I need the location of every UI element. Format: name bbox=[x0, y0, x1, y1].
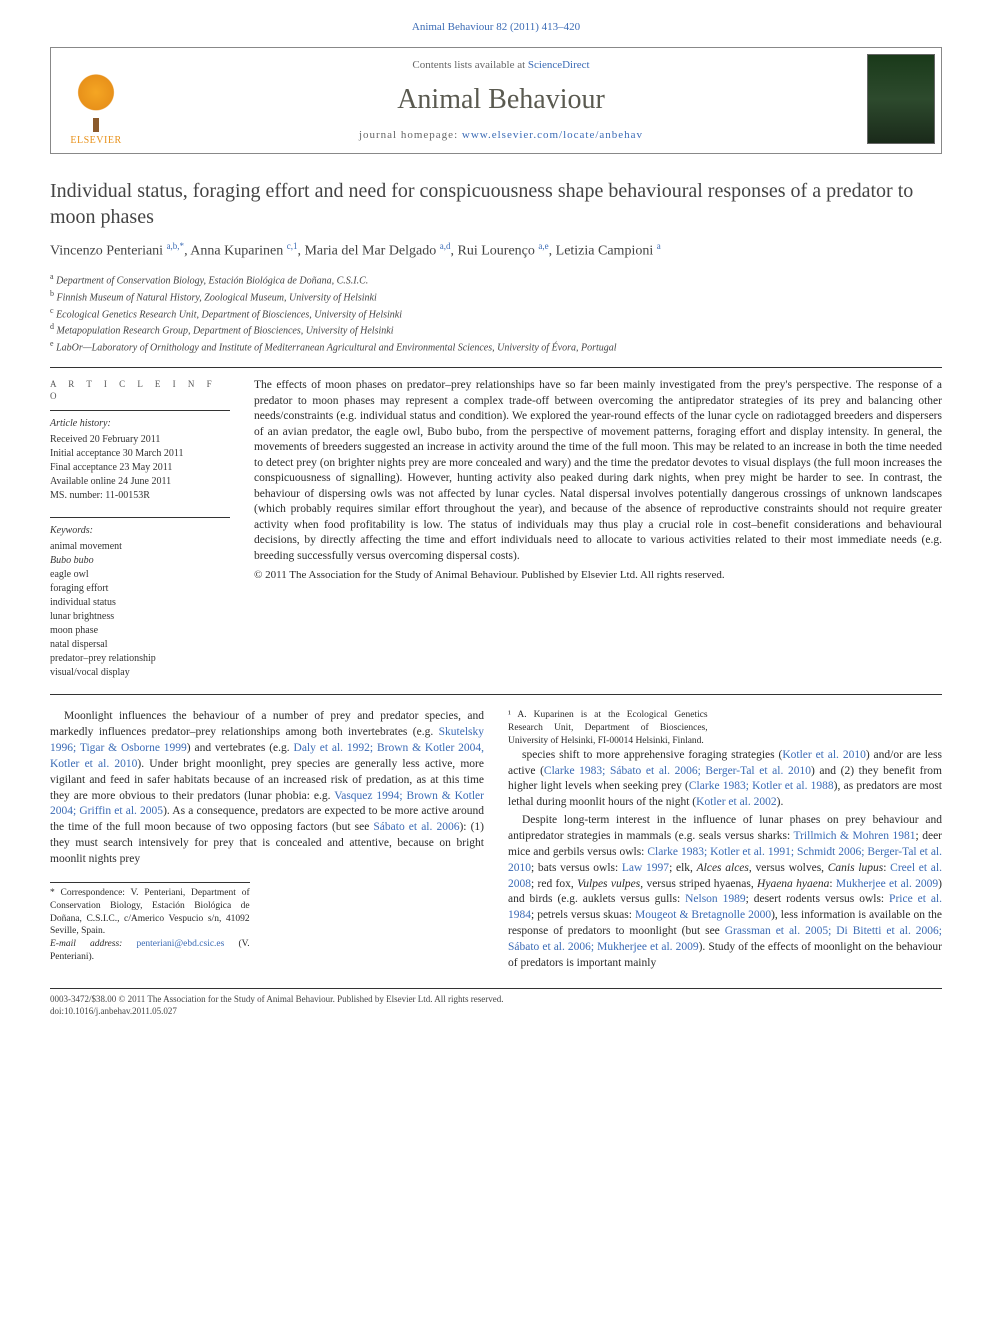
affiliation: d Metapopulation Research Group, Departm… bbox=[50, 322, 942, 338]
journal-cover bbox=[861, 48, 941, 153]
keyword: lunar brightness bbox=[50, 610, 230, 624]
email-line: E-mail address: penteriani@ebd.csic.es (… bbox=[50, 938, 250, 964]
correspondence: * Correspondence: V. Penteriani, Departm… bbox=[50, 887, 250, 938]
info-abstract-row: A R T I C L E I N F O Article history: R… bbox=[50, 378, 942, 680]
footer-copyright: 0003-3472/$38.00 © 2011 The Association … bbox=[50, 993, 942, 1006]
article-info: A R T I C L E I N F O Article history: R… bbox=[50, 378, 230, 680]
body-p2: species shift to more apprehensive forag… bbox=[508, 748, 942, 811]
body-p1: Moonlight influences the behaviour of a … bbox=[50, 709, 484, 868]
keyword: animal movement bbox=[50, 540, 230, 554]
abstract: The effects of moon phases on predator–p… bbox=[254, 378, 942, 680]
contents-prefix: Contents lists available at bbox=[412, 59, 527, 71]
abstract-text: The effects of moon phases on predator–p… bbox=[254, 379, 942, 562]
footer: 0003-3472/$38.00 © 2011 The Association … bbox=[50, 988, 942, 1018]
journal-name: Animal Behaviour bbox=[141, 81, 861, 119]
footnote-1: ¹ A. Kuparinen is at the Ecological Gene… bbox=[508, 709, 708, 747]
homepage-line: journal homepage: www.elsevier.com/locat… bbox=[141, 128, 861, 143]
elsevier-logo: ELSEVIER bbox=[51, 48, 141, 153]
keyword: visual/vocal display bbox=[50, 666, 230, 680]
keyword: foraging effort bbox=[50, 582, 230, 596]
email-link[interactable]: penteriani@ebd.csic.es bbox=[136, 939, 224, 949]
history-label: Article history: bbox=[50, 417, 230, 431]
contents-line: Contents lists available at ScienceDirec… bbox=[141, 58, 861, 73]
keyword: predator–prey relationship bbox=[50, 652, 230, 666]
homepage-link[interactable]: www.elsevier.com/locate/anbehav bbox=[462, 129, 643, 141]
info-heading: A R T I C L E I N F O bbox=[50, 378, 230, 402]
body-p3: Despite long-term interest in the influe… bbox=[508, 813, 942, 972]
elsevier-text: ELSEVIER bbox=[70, 134, 121, 148]
separator bbox=[50, 694, 942, 695]
copyright-line: © 2011 The Association for the Study of … bbox=[254, 568, 942, 583]
history-line: Final acceptance 23 May 2011 bbox=[50, 461, 230, 475]
authors: Vincenzo Penteriani a,b,*, Anna Kuparine… bbox=[50, 240, 942, 262]
history-line: MS. number: 11-00153R bbox=[50, 489, 230, 503]
citation: Animal Behaviour 82 (2011) 413–420 bbox=[50, 20, 942, 35]
history-block: Article history: Received 20 February 20… bbox=[50, 417, 230, 503]
affiliation: a Department of Conservation Biology, Es… bbox=[50, 272, 942, 288]
cover-thumbnail bbox=[867, 54, 935, 144]
keywords-label: Keywords: bbox=[50, 524, 230, 538]
sciencedirect-link[interactable]: ScienceDirect bbox=[528, 59, 590, 71]
history-line: Available online 24 June 2011 bbox=[50, 475, 230, 489]
history-line: Received 20 February 2011 bbox=[50, 433, 230, 447]
keyword: eagle owl bbox=[50, 568, 230, 582]
header-center: Contents lists available at ScienceDirec… bbox=[141, 48, 861, 153]
separator bbox=[50, 367, 942, 368]
email-label: E-mail address: bbox=[50, 939, 122, 949]
keyword: moon phase bbox=[50, 624, 230, 638]
body-columns: Moonlight influences the behaviour of a … bbox=[50, 709, 942, 971]
article-title: Individual status, foraging effort and n… bbox=[50, 178, 942, 230]
keywords-block: Keywords: animal movementBubo buboeagle … bbox=[50, 524, 230, 680]
homepage-prefix: journal homepage: bbox=[359, 129, 462, 141]
history-line: Initial acceptance 30 March 2011 bbox=[50, 447, 230, 461]
elsevier-tree-icon bbox=[68, 70, 124, 126]
affiliation: e LabOr—Laboratory of Ornithology and In… bbox=[50, 339, 942, 355]
journal-header: ELSEVIER Contents lists available at Sci… bbox=[50, 47, 942, 154]
affiliation: c Ecological Genetics Research Unit, Dep… bbox=[50, 306, 942, 322]
footer-doi: doi:10.1016/j.anbehav.2011.05.027 bbox=[50, 1005, 942, 1018]
affiliation: b Finnish Museum of Natural History, Zoo… bbox=[50, 289, 942, 305]
keyword: Bubo bubo bbox=[50, 554, 230, 568]
keyword: natal dispersal bbox=[50, 638, 230, 652]
affiliations: a Department of Conservation Biology, Es… bbox=[50, 272, 942, 355]
keyword: individual status bbox=[50, 596, 230, 610]
